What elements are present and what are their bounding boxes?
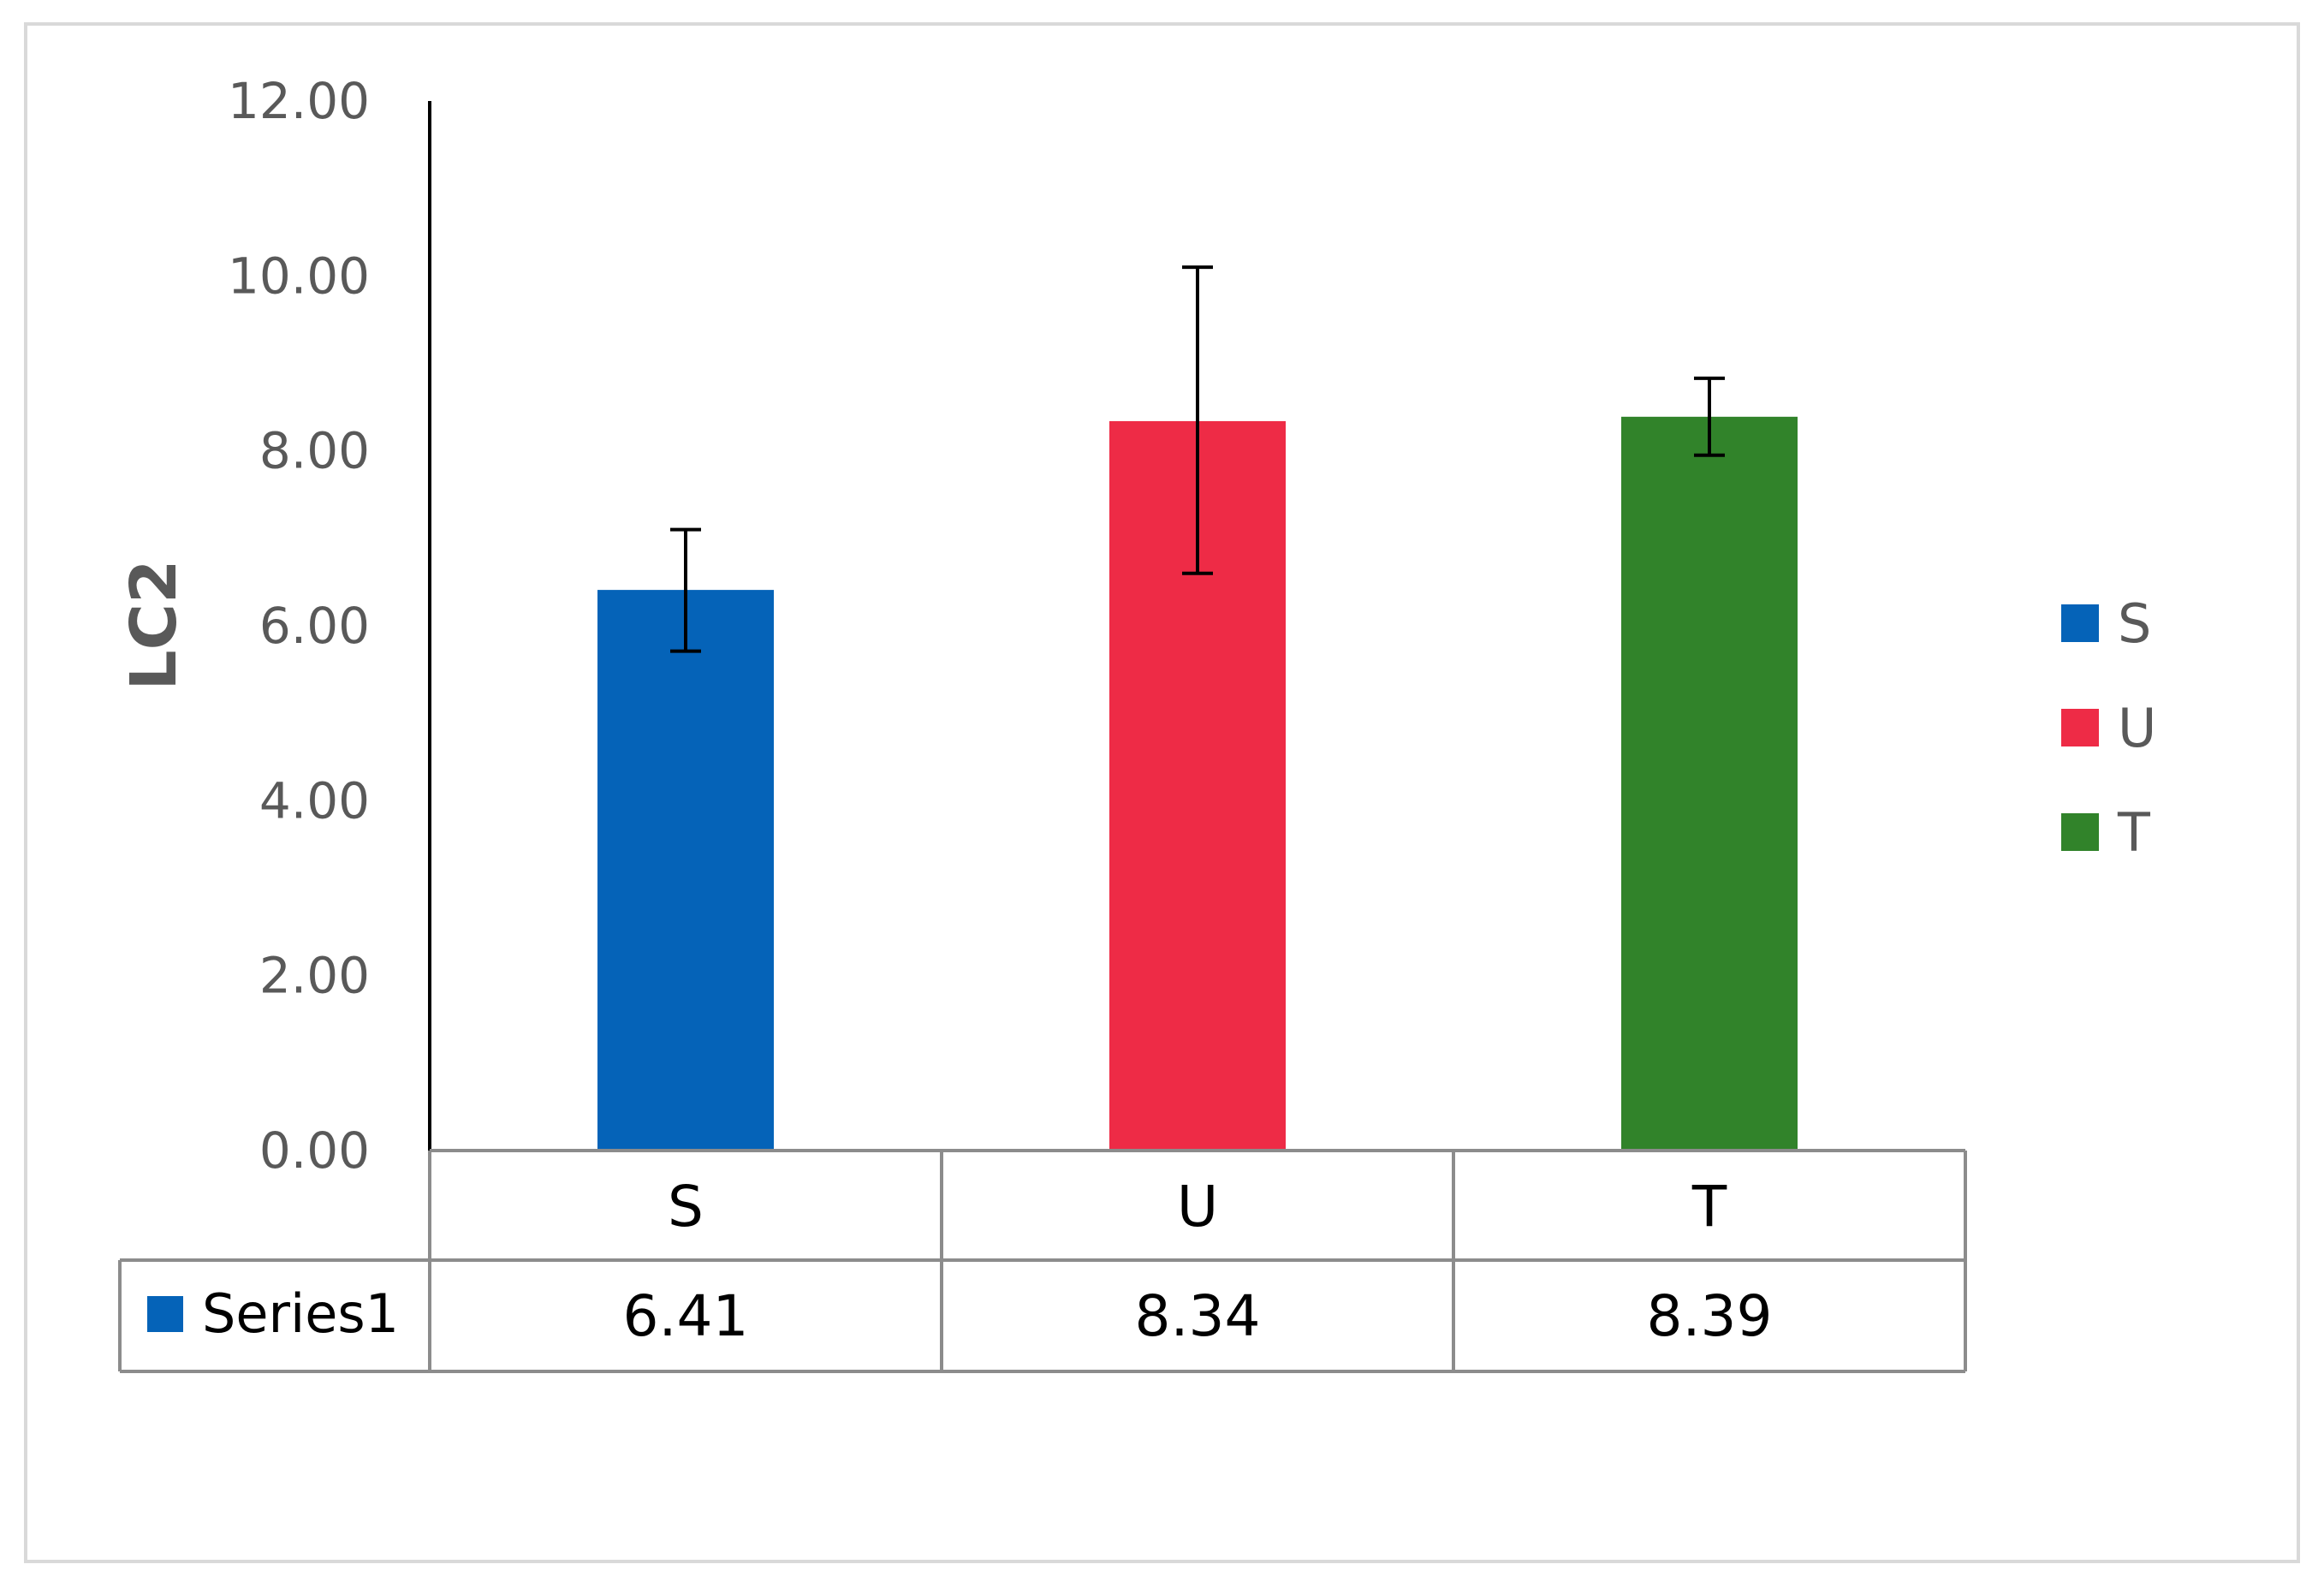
bar-s <box>597 590 774 1151</box>
y-tick-label: 12.00 <box>228 72 370 130</box>
data-label: 8.39 <box>1647 1283 1773 1349</box>
y-axis-ticks: 0.00 2.00 4.00 6.00 8.00 10.00 12.00 <box>228 72 370 1180</box>
legend-label: U <box>2118 697 2156 759</box>
data-label: 6.41 <box>623 1283 749 1349</box>
y-tick-label: 8.00 <box>259 422 370 480</box>
legend-swatch-u <box>2061 709 2099 746</box>
y-tick-label: 0.00 <box>259 1121 370 1180</box>
data-label: 8.34 <box>1135 1283 1261 1349</box>
error-bars <box>670 265 1725 653</box>
series-swatch <box>147 1296 183 1332</box>
legend: SUT <box>2061 592 2156 864</box>
y-tick-label: 4.00 <box>259 771 370 830</box>
y-tick-label: 6.00 <box>259 597 370 655</box>
legend-label: T <box>2117 801 2151 864</box>
y-tick-label: 2.00 <box>259 947 370 1005</box>
y-tick-label: 10.00 <box>228 247 370 305</box>
legend-label: S <box>2118 592 2151 655</box>
legend-swatch-t <box>2061 813 2099 851</box>
y-axis-label: LC2 <box>117 560 191 691</box>
category-label: S <box>668 1174 704 1240</box>
category-label: T <box>1691 1174 1727 1240</box>
legend-swatch-s <box>2061 604 2099 642</box>
data-table: S 6.41 U 8.34 T 8.39 Series1 <box>118 1149 1967 1373</box>
series-name: Series1 <box>202 1282 399 1345</box>
bar-t <box>1621 416 1798 1151</box>
category-label: U <box>1177 1174 1218 1240</box>
